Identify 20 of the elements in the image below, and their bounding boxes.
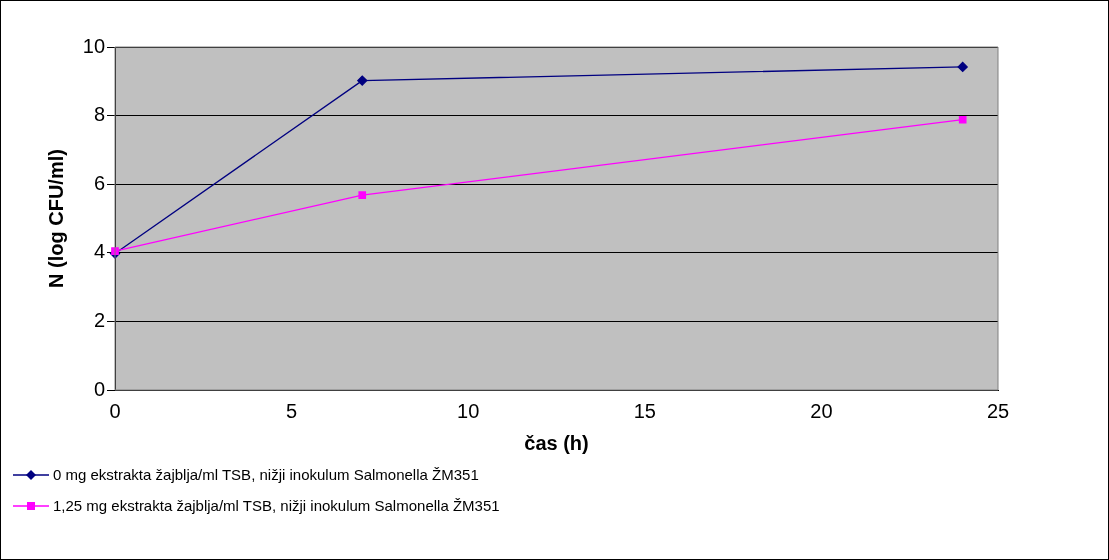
x-tick-label: 0 [109, 399, 121, 422]
point [358, 191, 367, 200]
y-axis-title: N (log CFU/ml) [44, 149, 67, 288]
y-tick-label: 8 [93, 103, 105, 126]
y-tick-label: 6 [93, 171, 105, 194]
point [958, 115, 967, 124]
x-tick-label: 25 [986, 399, 1010, 422]
legend-label: 1,25 mg ekstrakta žajblja/ml TSB, nižji inokulum Salmonella ŽM351 [53, 497, 500, 514]
point [957, 61, 968, 73]
y-tick-label: 0 [93, 377, 105, 400]
point [357, 75, 368, 86]
y-tick-label: 10 [82, 34, 105, 57]
x-axis-title: čas (h) [524, 431, 589, 454]
x-tick-label: 15 [633, 399, 656, 422]
x-tick-label: 5 [286, 399, 298, 422]
y-tick-label: 4 [93, 240, 105, 263]
x-tick-label: 10 [457, 399, 480, 422]
y-tick-label: 2 [93, 308, 105, 331]
x-tick-label: 20 [810, 399, 833, 422]
legend-label: 0 mg ekstrakta žajblja/ml TSB, nižji inokulum Salmonella ŽM351 [53, 466, 479, 483]
